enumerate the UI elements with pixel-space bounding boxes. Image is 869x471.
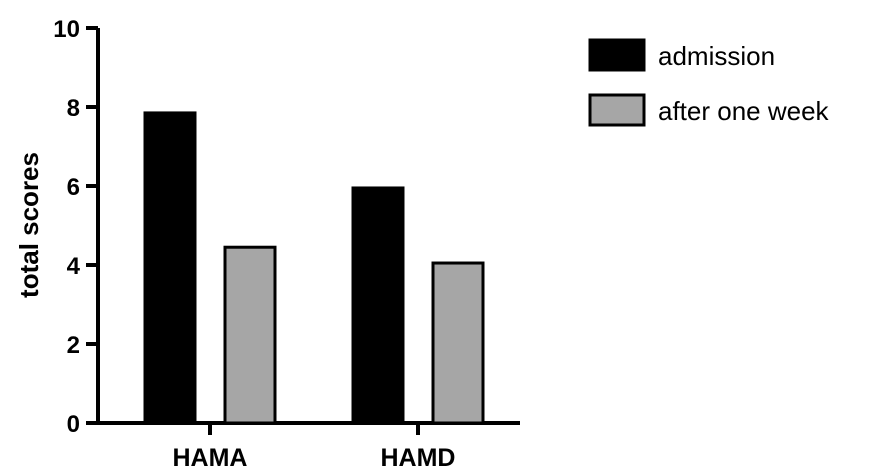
bar-hamd-after-one-week <box>431 261 485 425</box>
bar-hamd-admission <box>351 186 405 425</box>
y-axis-title: total scores <box>14 152 44 298</box>
legend-swatch-after-one-week <box>588 93 646 127</box>
y-tick-label: 8 <box>67 95 80 122</box>
legend-label: admission <box>658 41 775 71</box>
y-tick-label: 4 <box>67 253 81 280</box>
y-tick-label: 0 <box>67 411 80 438</box>
legend-label: after one week <box>658 96 830 126</box>
x-category-label: HAMD <box>381 444 456 471</box>
legend-swatch-admission <box>588 38 646 72</box>
bars <box>143 111 485 425</box>
y-tick-label: 10 <box>53 16 80 43</box>
bar-hama-after-one-week <box>223 245 277 425</box>
labels: 0 2 4 6 8 10 HAMA HAMD <box>53 16 455 471</box>
x-category-label: HAMA <box>173 444 248 471</box>
legend: admission after one week <box>588 38 830 127</box>
y-tick-label: 6 <box>67 174 80 201</box>
y-tick-label: 2 <box>67 332 80 359</box>
bar-hama-admission <box>143 111 197 425</box>
